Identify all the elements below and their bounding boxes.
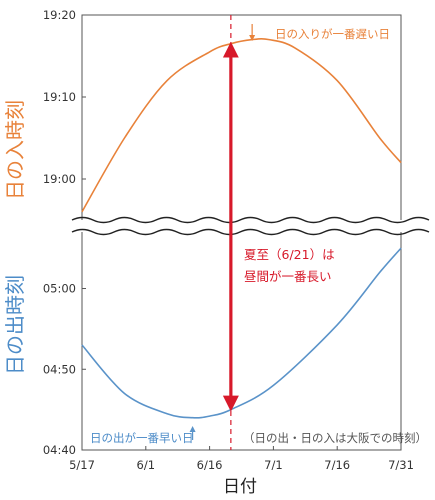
y-tick-upper: 19:10 [43, 90, 76, 104]
y-tick-upper: 19:00 [43, 172, 76, 186]
axis-break-wave-bottom [71, 228, 430, 236]
x-tick-label: 7/16 [324, 458, 350, 472]
x-tick-label: 5/17 [69, 458, 95, 472]
annotation-solstice-line2: 昼間が一番長い [244, 269, 332, 284]
axis-break-wave-top [71, 216, 430, 224]
x-axis-title: 日付 [223, 477, 257, 497]
y-axis-label-sunset: 日の入時刻 [3, 100, 27, 200]
plot-frame [81, 14, 402, 451]
annotation-sunrise-earliest: 日の出が一番早い日 [90, 431, 194, 445]
x-tick-label: 7/1 [264, 458, 283, 472]
y-axis-label-sunrise: 日の出時刻 [3, 275, 27, 375]
annotation-source-note: （日の出・日の入は大阪での時刻） [243, 431, 427, 445]
x-tick-label: 7/31 [388, 458, 414, 472]
y-tick-lower: 04:50 [43, 362, 76, 376]
annotation-solstice-line1: 夏至（6/21）は [244, 247, 335, 262]
x-tick-label: 6/16 [197, 458, 223, 472]
y-tick-lower: 05:00 [43, 282, 76, 296]
y-tick-upper: 19:20 [43, 8, 76, 22]
axis-break-band [74, 220, 409, 232]
sunset-latest-pointer-head [249, 35, 256, 41]
sunrise-curve [81, 247, 402, 419]
annotation-sunset-latest: 日の入りが一番遅い日 [275, 27, 390, 41]
y-tick-lower: 04:40 [43, 443, 76, 457]
sunrise-earliest-pointer-head [189, 426, 196, 432]
sunset-curve [81, 38, 402, 213]
x-tick-label: 6/1 [137, 458, 156, 472]
